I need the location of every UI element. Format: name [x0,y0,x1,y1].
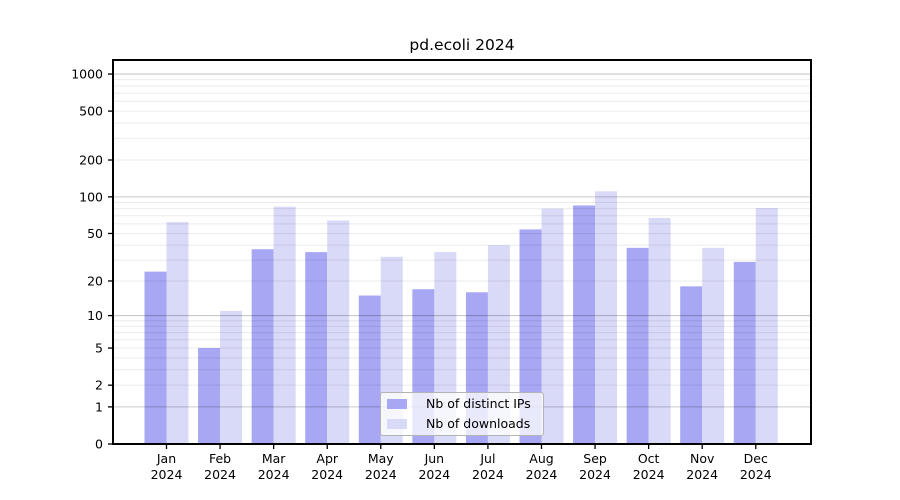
legend-swatch-distinct-ips [387,399,407,410]
legend: Nb of distinct IPs Nb of downloads [380,392,544,436]
bar-downloads-feb [220,310,243,444]
x-year-label: 2024 [579,467,611,482]
y-tick-label: 2 [95,378,103,393]
x-month-label: Jan [156,451,176,466]
bar-distinct-ips-may [358,295,381,444]
legend-item-distinct-ips: Nb of distinct IPs [381,396,543,411]
x-year-label: 2024 [311,467,343,482]
x-month-label: Aug [529,451,553,466]
x-year-label: 2024 [472,467,504,482]
legend-label-distinct-ips: Nb of distinct IPs [426,396,531,411]
x-year-label: 2024 [740,467,772,482]
bar-downloads-apr [327,220,350,444]
y-tick-label: 10 [87,308,103,323]
bar-distinct-ips-dec [733,261,756,444]
bar-distinct-ips-mar [251,249,274,444]
x-year-label: 2024 [686,467,718,482]
bar-distinct-ips-jan [144,271,167,444]
y-tick-label: 20 [87,273,103,288]
bar-downloads-sep [595,191,618,444]
x-year-label: 2024 [204,467,236,482]
legend-swatch-downloads [387,418,407,429]
x-month-label: Sep [583,451,607,466]
bar-downloads-dec [755,208,778,444]
bar-distinct-ips-apr [305,252,328,444]
x-month-label: Dec [744,451,768,466]
x-year-label: 2024 [365,467,397,482]
x-month-label: Jul [479,451,495,466]
bar-downloads-nov [702,247,725,444]
x-year-label: 2024 [418,467,450,482]
legend-label-downloads: Nb of downloads [426,415,531,431]
x-month-label: Apr [316,451,338,466]
y-tick-label: 500 [79,104,103,119]
x-month-label: Oct [638,451,660,466]
x-month-label: Jun [424,451,445,466]
chart-title: pd.ecoli 2024 [409,36,515,54]
x-month-label: Feb [209,451,231,466]
x-year-label: 2024 [526,467,558,482]
x-year-label: 2024 [633,467,665,482]
x-month-label: May [368,451,394,466]
legend-item-downloads: Nb of downloads [381,415,543,431]
y-tick-label: 0 [95,437,103,452]
bar-downloads-mar [273,206,296,444]
bar-downloads-oct [648,218,671,444]
bar-distinct-ips-feb [198,348,221,444]
x-month-label: Nov [690,451,715,466]
y-tick-label: 50 [87,226,103,241]
x-year-label: 2024 [151,467,183,482]
y-tick-label: 200 [79,153,103,168]
bar-distinct-ips-sep [573,205,596,444]
bar-distinct-ips-nov [680,286,703,444]
bar-distinct-ips-aug [519,229,542,444]
bar-distinct-ips-oct [626,247,649,444]
y-tick-label: 100 [79,189,103,204]
y-tick-label: 5 [95,341,103,356]
plot-frame [112,59,812,445]
y-tick-label: 1000 [71,67,103,82]
bar-downloads-jan [166,222,189,444]
x-month-label: Mar [262,451,286,466]
x-year-label: 2024 [258,467,290,482]
bar-downloads-aug [541,208,564,444]
y-tick-label: 1 [95,399,103,414]
